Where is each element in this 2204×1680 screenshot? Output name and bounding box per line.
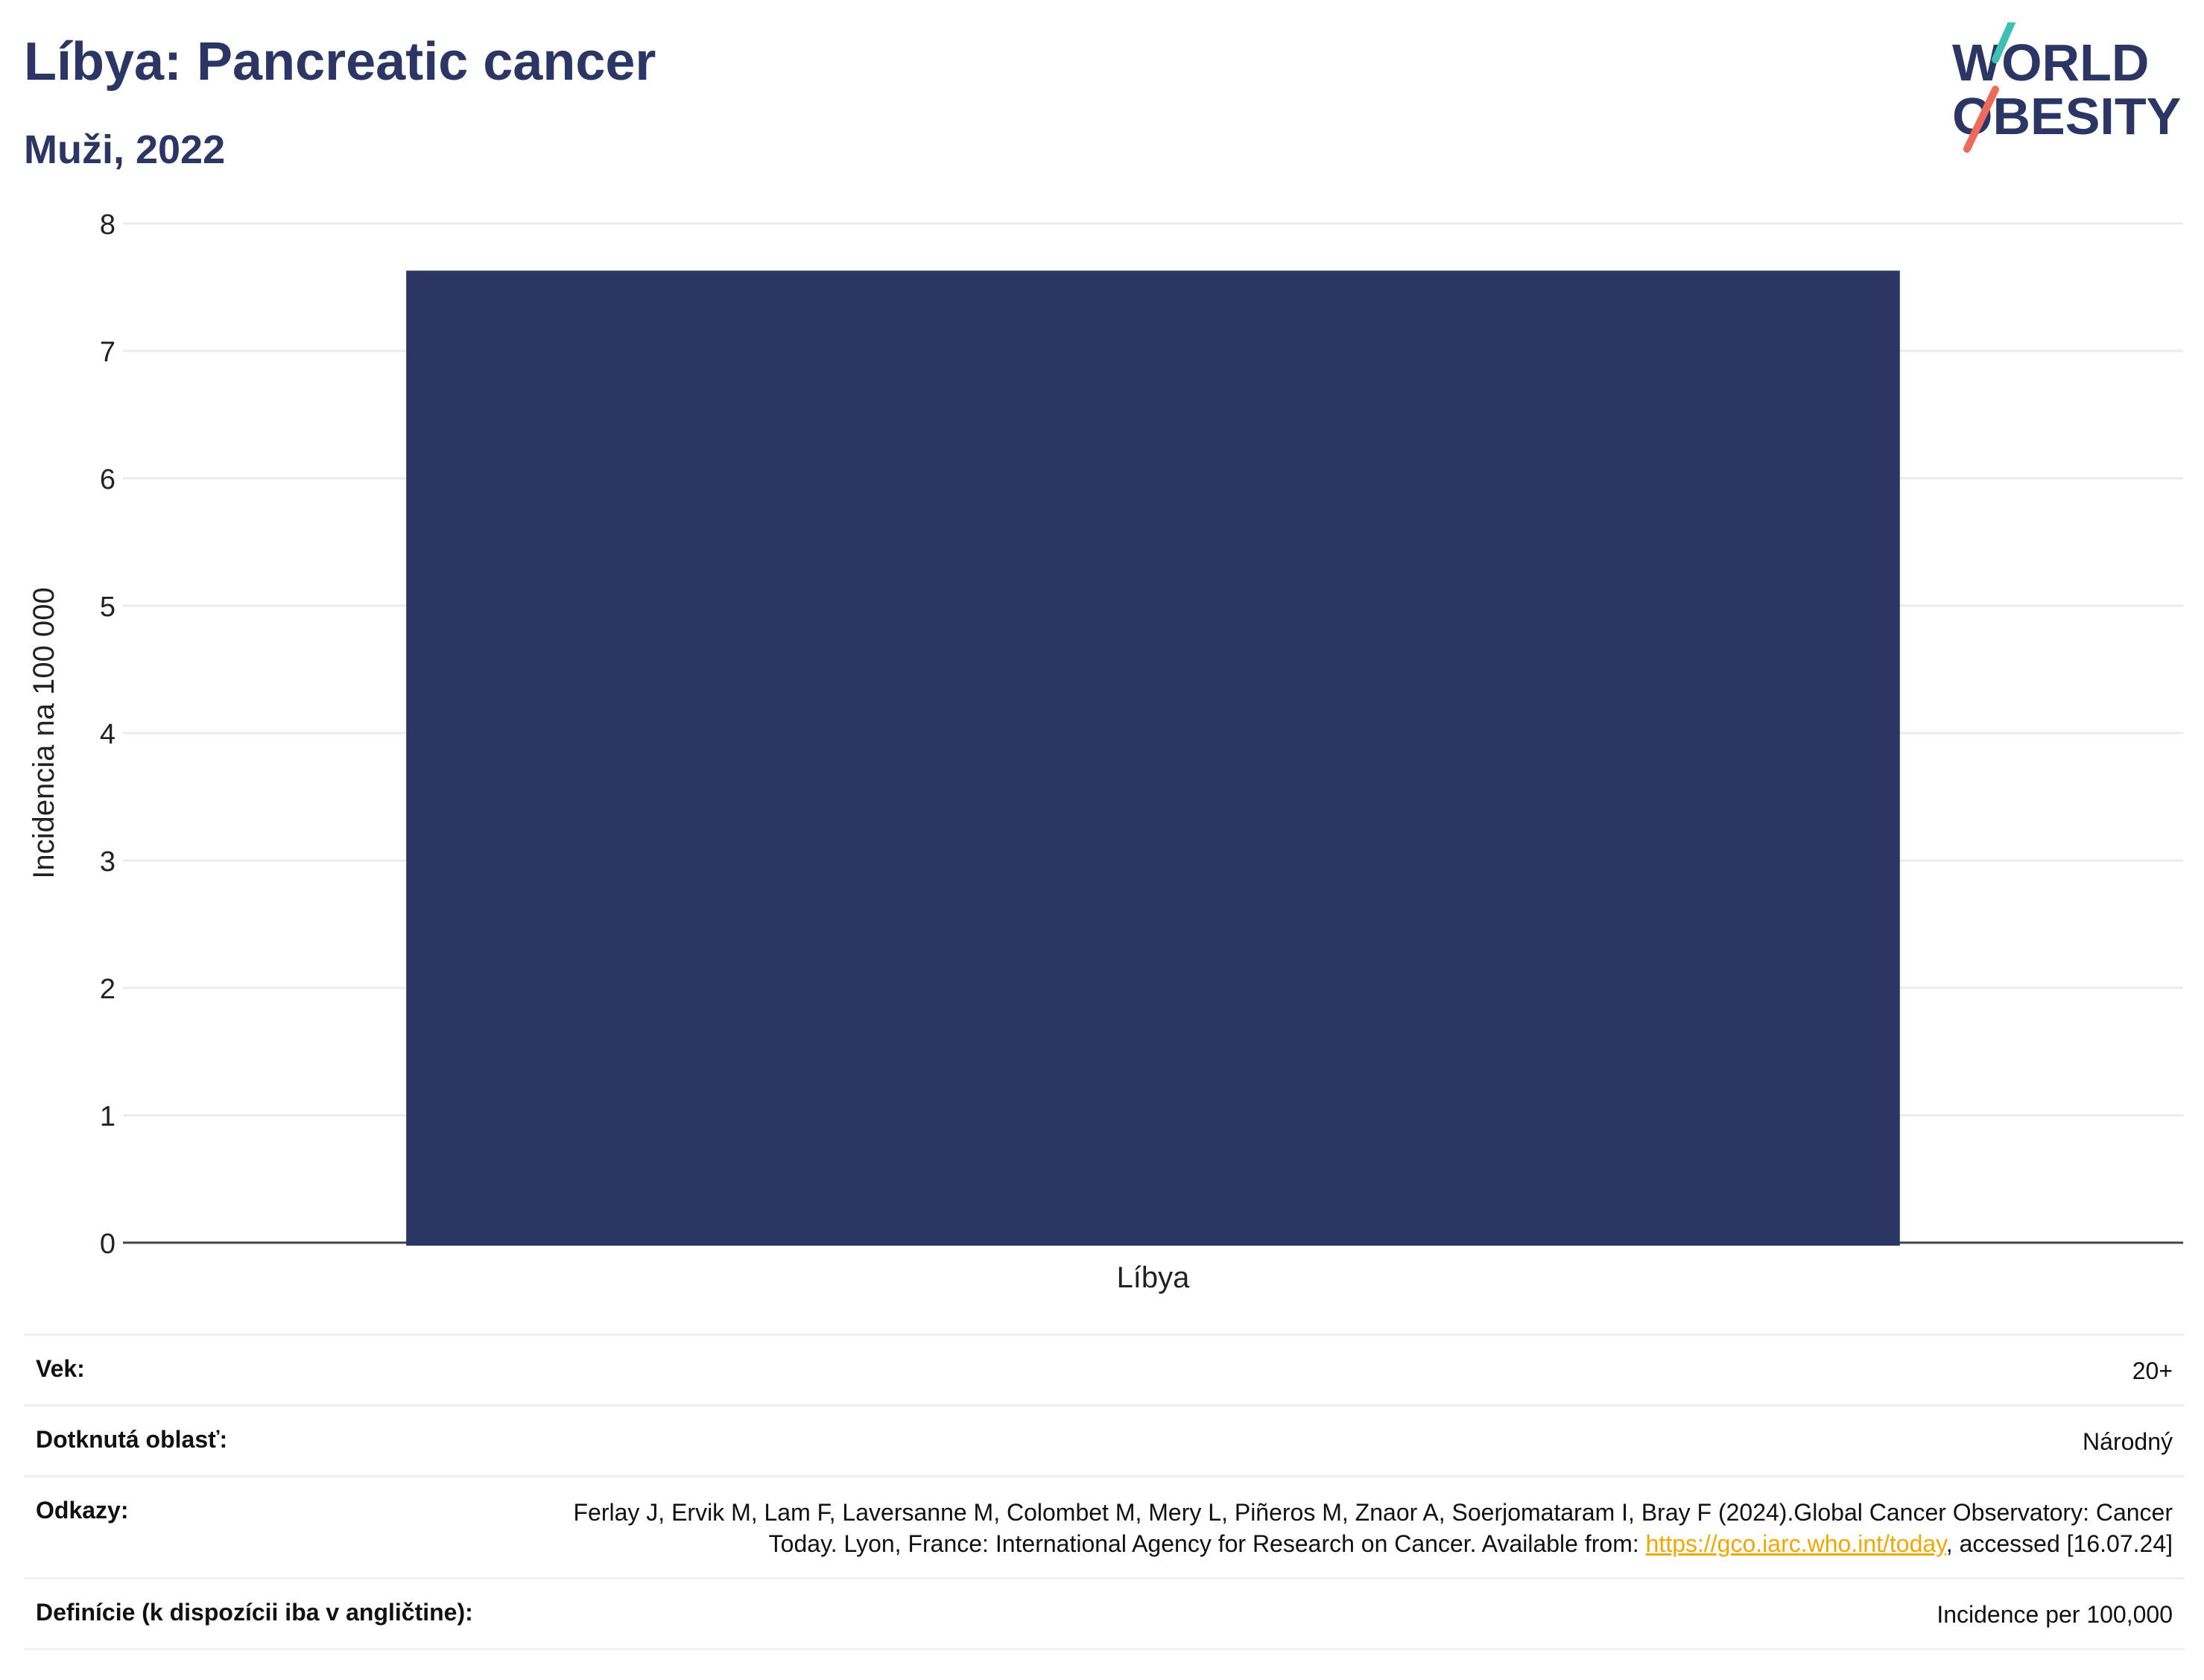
y-tick-label: 2 — [100, 974, 115, 1005]
y-tick-label: 5 — [100, 592, 115, 623]
logo-line-1: WORLD — [1952, 34, 2149, 92]
definitions-label: Definície (k dispozícii iba v angličtine… — [36, 1599, 473, 1626]
references-value: Ferlay J, Ervik M, Lam F, Laversanne M, … — [533, 1497, 2173, 1559]
x-axis-ticks: Líbya — [1117, 1261, 1191, 1294]
y-axis-label: Incidencia na 100 000 — [28, 587, 60, 878]
references-text: Ferlay J, Ervik M, Lam F, Laversanne M, … — [573, 1499, 2173, 1557]
info-row-area: Dotknutá oblasť: Národný — [24, 1404, 2185, 1475]
info-row-age: Vek: 20+ — [24, 1334, 2185, 1404]
area-value: Národný — [2083, 1428, 2173, 1455]
world-obesity-logo: WORLD OBESITY — [1952, 22, 2181, 153]
y-tick-label: 6 — [100, 464, 115, 495]
definitions-value: Incidence per 100,000 — [1937, 1601, 2173, 1628]
y-tick-label: 3 — [100, 846, 115, 878]
bar[interactable] — [406, 270, 1900, 1246]
info-table: Vek: 20+ Dotknutá oblasť: Národný Odkazy… — [24, 1334, 2185, 1650]
y-tick-label: 7 — [100, 337, 115, 368]
bar-chart: 0 1 2 3 4 5 6 7 8 Líbya Incidencia na 100 000 — [28, 209, 2183, 1294]
x-tick-label: Líbya — [1117, 1261, 1191, 1294]
page-title: Líbya: Pancreatic cancer — [24, 32, 656, 92]
page-subtitle: Muži, 2022 — [24, 127, 226, 172]
y-tick-label: 4 — [100, 719, 115, 750]
references-accessed: , accessed [16.07.24] — [1945, 1530, 2173, 1557]
bars — [406, 270, 1900, 1246]
y-tick-label: 1 — [100, 1101, 115, 1132]
y-tick-label: 8 — [100, 209, 115, 241]
references-link[interactable]: https://gco.iarc.who.int/today — [1645, 1530, 1946, 1557]
info-row-references: Odkazy: Ferlay J, Ervik M, Lam F, Lavers… — [24, 1475, 2185, 1577]
y-axis-ticks: 0 1 2 3 4 5 6 7 8 — [100, 209, 115, 1260]
age-label: Vek: — [36, 1355, 85, 1382]
y-tick-label: 0 — [100, 1229, 115, 1260]
references-label: Odkazy: — [36, 1497, 129, 1524]
area-label: Dotknutá oblasť: — [36, 1426, 228, 1453]
age-value: 20+ — [2132, 1357, 2173, 1384]
info-row-definitions: Definície (k dispozícii iba v angličtine… — [24, 1577, 2185, 1650]
